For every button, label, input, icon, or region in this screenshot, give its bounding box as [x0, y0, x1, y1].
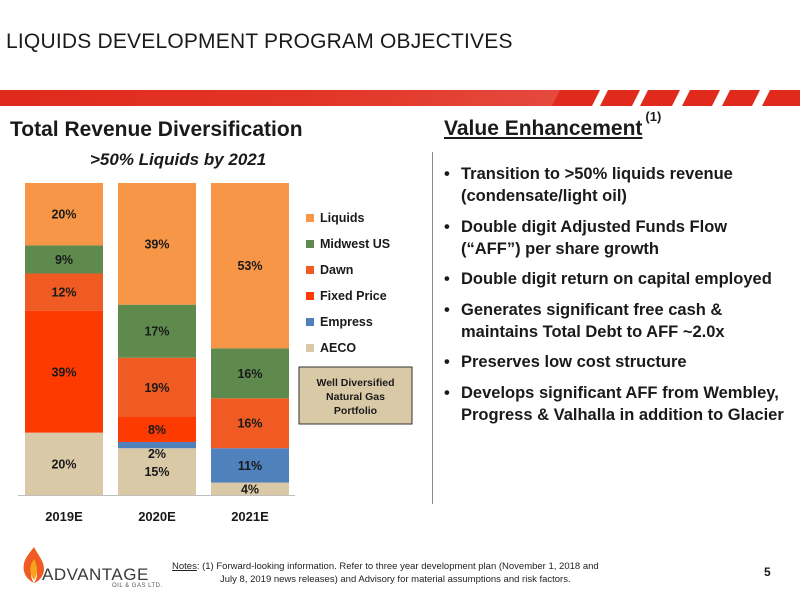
value-bullet-list: • Transition to >50% liquids revenue (con…	[444, 163, 789, 434]
legend-label-liquids: Liquids	[320, 211, 364, 225]
bullet-dot-icon: •	[444, 217, 450, 236]
chart-title: Total Revenue Diversification	[10, 118, 303, 141]
bar-segment-liquids-2019e	[25, 183, 103, 246]
legend-label-midwest-us: Midwest US	[320, 237, 390, 251]
data-label-aeco-2020e: 15%	[144, 465, 169, 479]
data-label-empress-2021e: 11%	[238, 459, 262, 473]
footnote-label: Notes	[172, 561, 197, 572]
footnote: Notes: (1) Forward-looking information. …	[172, 560, 642, 586]
bullet-dot-icon: •	[444, 165, 450, 183]
value-title-footnote: (1)	[645, 109, 662, 124]
bullet-dot-icon: •	[444, 353, 450, 371]
value-bullet-item: • Develops significant AFF from Wembley, …	[444, 382, 789, 426]
logo-subtext: OIL & GAS LTD.	[112, 583, 163, 589]
data-label-dawn-2019e: 12%	[51, 286, 76, 300]
value-bullet-text: Double digit return on capital employed	[461, 270, 772, 288]
bar-segment-liquids-2020e	[118, 183, 196, 305]
legend-swatch-dawn	[306, 266, 314, 274]
value-bullet-item: • Double digit Adjusted Funds Flow (“AFF”…	[444, 216, 789, 260]
annotation-line: Natural Gas	[326, 391, 385, 403]
logo-wordmark: ADVANTAGE	[42, 565, 149, 584]
value-bullet-item: • Preserves low cost structure	[444, 351, 789, 373]
bar-segment-midwest-us-2021e	[211, 348, 289, 399]
legend-swatch-aeco	[306, 344, 314, 352]
data-label-liquids-2020e: 39%	[144, 237, 169, 251]
bar-segment-liquids-2021e	[211, 183, 289, 349]
data-label-midwest-us-2021e: 16%	[237, 367, 262, 381]
data-label-liquids-2019e: 20%	[51, 208, 76, 222]
legend-label-fixed-price: Fixed Price	[320, 289, 387, 303]
bar-segment-aeco-2019e	[25, 432, 103, 495]
legend-swatch-fixed-price	[306, 292, 314, 300]
page-number: 5	[764, 565, 771, 579]
data-label-fixed-price-2019e: 39%	[51, 365, 76, 379]
data-label-dawn-2021e: 16%	[237, 417, 262, 431]
data-label-aeco-2019e: 20%	[51, 457, 76, 471]
revenue-chart: 20% 39% 12% 9% 20% 2019E 15% 2% 8% 19% 17% 39% 2020E…	[0, 170, 420, 530]
chart-subtitle: >50% Liquids by 2021	[90, 150, 267, 169]
x-tick-label: 2020E	[138, 509, 176, 524]
bar-segment-midwest-us-2019e	[25, 245, 103, 274]
annotation-box	[298, 366, 413, 425]
value-enhancement-title: Value Enhancement(1)	[444, 109, 661, 141]
value-bullet-item: • Transition to >50% liquids revenue (con…	[444, 163, 789, 207]
value-title-text: Value Enhancement	[444, 117, 643, 140]
bar-segment-dawn-2019e	[25, 273, 103, 311]
page-title: LIQUIDS DEVELOPMENT PROGRAM OBJECTIVES	[6, 30, 513, 53]
annotation-line: Well Diversified	[316, 377, 394, 389]
value-bullet-text: Develops significant AFF from Wembley, P…	[461, 383, 784, 424]
annotation-line: Portfolio	[334, 405, 377, 417]
bar-segment-aeco-2021e	[211, 482, 289, 495]
bullet-dot-icon: •	[444, 383, 450, 402]
bar-segment-empress-2020e	[118, 441, 196, 449]
value-bullet-text: Preserves low cost structure	[461, 353, 687, 371]
bar-segment-aeco-2020e	[118, 448, 196, 495]
data-label-liquids-2021e: 53%	[237, 259, 262, 273]
x-tick-label: 2019E	[45, 509, 83, 524]
data-label-fixed-price-2020e: 8%	[148, 423, 166, 437]
value-bullet-text: Transition to >50% liquids revenue (cond…	[461, 165, 733, 205]
value-bullet-item: • Double digit return on capital employed	[444, 268, 789, 290]
bar-segment-empress-2021e	[211, 448, 289, 483]
bar-segment-midwest-us-2020e	[118, 304, 196, 358]
legend-swatch-liquids	[306, 214, 314, 222]
footnote-line-2: July 8, 2019 news releases) and Advisory…	[220, 574, 571, 585]
data-label-midwest-us-2020e: 17%	[144, 325, 169, 339]
value-bullet-text: Generates significant free cash & mainta…	[461, 300, 725, 341]
bullet-dot-icon: •	[444, 300, 450, 319]
company-logo: ADVANTAGE OIL & GAS LTD.	[14, 545, 164, 590]
data-label-aeco-2021e: 4%	[241, 482, 259, 496]
legend-label-aeco: AECO	[320, 341, 356, 355]
data-label-dawn-2020e: 19%	[144, 381, 169, 395]
bullet-dot-icon: •	[444, 270, 450, 288]
x-tick-label: 2021E	[231, 509, 269, 524]
legend-swatch-midwest-us	[306, 240, 314, 248]
bar-segment-fixed-price-2020e	[118, 417, 196, 442]
flame-logo-icon	[23, 547, 44, 583]
revenue-stacked-bar-chart: 20% 39% 12% 9% 20% 2019E 15% 2% 8% 19% 17% 39% 2020E…	[18, 183, 413, 524]
value-bullet-text: Double digit Adjusted Funds Flow (“AFF”)…	[461, 217, 728, 258]
data-label-midwest-us-2019e: 9%	[55, 253, 73, 267]
header-banner	[0, 90, 800, 106]
legend-label-dawn: Dawn	[320, 263, 353, 277]
data-label-empress-2020e: 2%	[148, 447, 166, 461]
footnote-line-1: : (1) Forward-looking information. Refer…	[196, 561, 599, 572]
bar-segment-dawn-2020e	[118, 357, 196, 417]
bar-segment-fixed-price-2019e	[25, 310, 103, 433]
value-bullet-item: • Generates significant free cash & maint…	[444, 299, 789, 343]
legend-label-empress: Empress	[320, 315, 373, 329]
panel-divider	[432, 152, 433, 504]
bar-segment-dawn-2021e	[211, 398, 289, 449]
legend-swatch-empress	[306, 318, 314, 326]
